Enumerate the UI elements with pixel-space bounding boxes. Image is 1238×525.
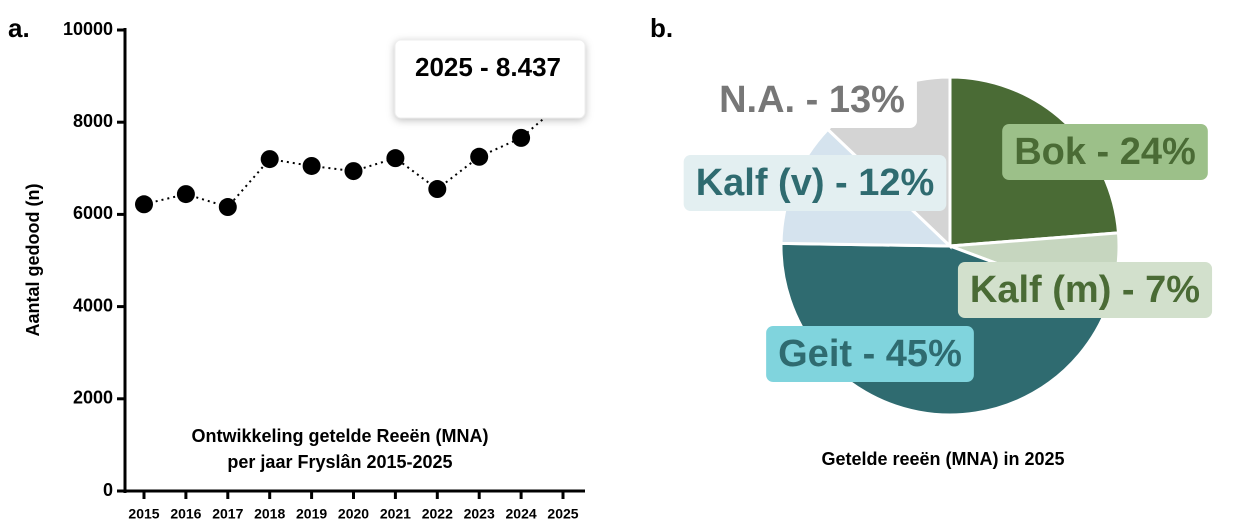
chart-title: Getelde reeën (MNA) in 2025 bbox=[821, 449, 1064, 469]
point bbox=[428, 180, 447, 199]
data-label: Kalf (v) - 12% bbox=[696, 162, 935, 204]
point bbox=[218, 198, 237, 217]
x-tick-label: 2018 bbox=[254, 506, 285, 522]
data-label: Kalf (m) - 7% bbox=[970, 269, 1200, 311]
point bbox=[386, 149, 405, 168]
annotation: 2025 - 8.437 bbox=[415, 52, 561, 82]
y-tick-label: 8000 bbox=[73, 111, 113, 131]
point bbox=[512, 128, 531, 147]
x-tick-label: 2017 bbox=[212, 506, 243, 522]
y-tick-label: 2000 bbox=[73, 388, 113, 408]
y-axis-label: Aantal gedood (n) bbox=[23, 184, 43, 337]
x-tick-label: 2021 bbox=[380, 506, 411, 522]
x-tick-label: 2023 bbox=[464, 506, 495, 522]
label-box bbox=[766, 326, 974, 382]
chart-title: per jaar Fryslân 2015-2025 bbox=[227, 452, 452, 472]
panel-label: a. bbox=[8, 13, 30, 43]
data-label: N.A. - 13% bbox=[719, 79, 905, 121]
point bbox=[302, 156, 321, 175]
point bbox=[260, 150, 279, 169]
y-tick-label: 6000 bbox=[73, 203, 113, 223]
point bbox=[135, 195, 153, 214]
x-tick-label: 2024 bbox=[506, 506, 537, 522]
point bbox=[344, 162, 363, 181]
x-tick-label: 2019 bbox=[296, 506, 327, 522]
data-label: Geit - 45% bbox=[778, 333, 962, 375]
annotation-box bbox=[394, 39, 586, 119]
point bbox=[176, 185, 195, 204]
label-box bbox=[707, 72, 917, 128]
x-tick-label: 2025 bbox=[547, 506, 578, 522]
x-tick-label: 2015 bbox=[128, 506, 159, 522]
label-box bbox=[957, 262, 1213, 318]
y-tick-label: 4000 bbox=[73, 295, 113, 315]
x-tick-label: 2020 bbox=[338, 506, 369, 522]
label-box bbox=[1002, 124, 1208, 180]
x-tick-label: 2022 bbox=[422, 506, 453, 522]
label-box bbox=[683, 155, 947, 211]
y-tick-label: 0 bbox=[103, 480, 113, 500]
point bbox=[470, 147, 489, 166]
y-tick-label: 10000 bbox=[63, 19, 113, 39]
data-label: Bok - 24% bbox=[1014, 131, 1196, 173]
chart-title: Ontwikkeling getelde Reeën (MNA) bbox=[191, 426, 488, 446]
x-tick-label: 2016 bbox=[170, 506, 201, 522]
panel-label: b. bbox=[650, 13, 673, 43]
